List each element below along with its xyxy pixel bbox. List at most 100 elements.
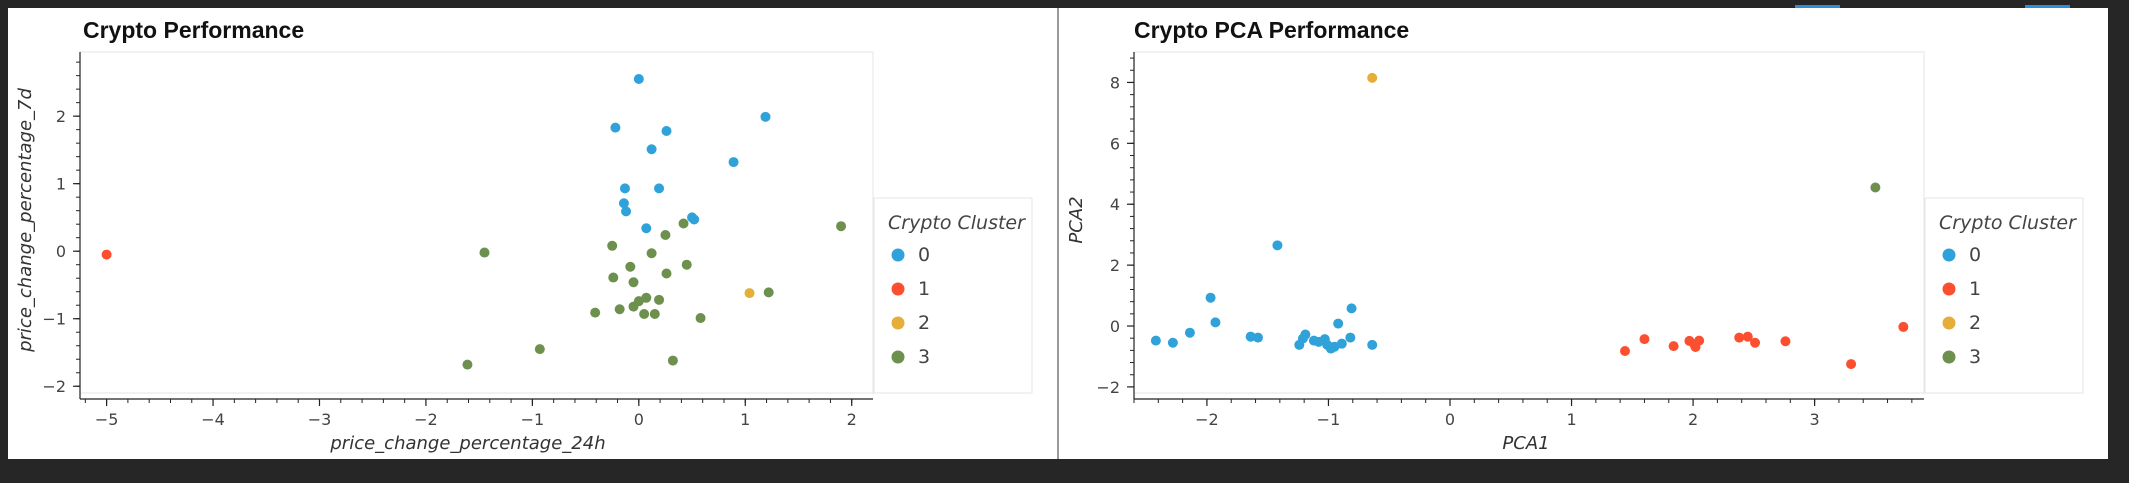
data-point-cluster-0 — [1345, 332, 1356, 343]
data-point-cluster-3 — [681, 259, 692, 270]
legend-label-cluster-2: 2 — [918, 312, 930, 334]
data-point-cluster-1 — [1668, 341, 1679, 352]
legend-marker-cluster-1 — [891, 282, 905, 296]
x-tick-label: −5 — [95, 410, 119, 429]
x-tick-label: −4 — [201, 410, 225, 429]
data-point-cluster-0 — [619, 183, 630, 194]
axes: −2 −1 0 1 2 3 −2 0 2 4 6 8 — [1096, 52, 1924, 429]
x-tick-label: 3 — [1810, 410, 1820, 429]
legend-label-cluster-0: 0 — [1969, 244, 1981, 266]
panel-divider — [1057, 8, 1059, 459]
crypto-performance-chart: Crypto Performance −5 −4 −3 −2 −1 0 1 2−2−1012 … — [15, 17, 1033, 454]
legend-marker-cluster-1 — [1942, 282, 1956, 296]
data-point-cluster-0 — [1205, 292, 1216, 303]
data-point-cluster-3 — [1870, 182, 1881, 193]
data-point-cluster-0 — [689, 214, 700, 225]
y-tick-label: 1 — [56, 175, 66, 194]
data-point-cluster-3 — [608, 272, 619, 283]
data-point-cluster-3 — [614, 304, 625, 315]
legend-marker-cluster-2 — [1942, 316, 1956, 330]
data-point-cluster-3 — [641, 292, 652, 303]
legend-title: Crypto Cluster — [1939, 212, 2077, 234]
data-point-cluster-0 — [1210, 317, 1221, 328]
data-point-cluster-0 — [641, 223, 652, 234]
plot-area — [79, 51, 874, 394]
data-point-cluster-1 — [1898, 321, 1909, 332]
legend-label-cluster-1: 1 — [918, 278, 930, 300]
x-tick-label: −1 — [1317, 410, 1341, 429]
legend-label-cluster-3: 3 — [918, 346, 930, 368]
data-point-cluster-3 — [661, 268, 672, 279]
data-point-cluster-0 — [621, 206, 632, 217]
data-point-cluster-0 — [1346, 303, 1357, 314]
data-point-cluster-1 — [1750, 337, 1761, 348]
data-point-cluster-3 — [836, 221, 847, 232]
y-tick-label: 2 — [56, 107, 66, 126]
y-axis-label: price_change_percentage_7d — [15, 88, 36, 353]
legend-label-cluster-1: 1 — [1969, 278, 1981, 300]
data-point-cluster-3 — [660, 229, 671, 240]
legend: Crypto Cluster 0 1 2 3 — [1924, 197, 2084, 394]
data-point-cluster-0 — [728, 157, 739, 168]
legend-label-cluster-3: 3 — [1969, 346, 1981, 368]
y-tick-label: 4 — [1110, 195, 1120, 214]
data-point-cluster-0 — [646, 144, 657, 155]
y-tick-label: −1 — [42, 310, 66, 329]
data-point-cluster-3 — [678, 218, 689, 229]
x-tick-label: −3 — [308, 410, 332, 429]
data-point-cluster-2 — [744, 288, 755, 299]
data-point-cluster-0 — [633, 74, 644, 85]
x-axis-label: PCA1 — [1502, 433, 1549, 454]
y-tick-label: −2 — [42, 377, 66, 396]
chart-title: Crypto PCA Performance — [1134, 17, 1409, 43]
legend-label-cluster-2: 2 — [1969, 312, 1981, 334]
data-point-cluster-2 — [1367, 72, 1378, 83]
legend-marker-cluster-0 — [1942, 248, 1956, 262]
x-tick-label: 1 — [1566, 410, 1576, 429]
scatter-points — [1150, 72, 1909, 370]
x-axis-label: price_change_percentage_24h — [329, 433, 605, 454]
plot-frame — [79, 51, 874, 394]
legend-marker-cluster-2 — [891, 316, 905, 330]
data-point-cluster-0 — [1336, 338, 1347, 349]
legend-marker-cluster-3 — [891, 350, 905, 364]
data-point-cluster-0 — [1150, 335, 1161, 346]
scatter-points — [101, 74, 847, 370]
data-point-cluster-3 — [628, 277, 639, 288]
y-tick-label: 0 — [1110, 317, 1120, 336]
data-point-cluster-0 — [1300, 329, 1311, 340]
data-point-cluster-1 — [101, 249, 112, 260]
legend-label-cluster-0: 0 — [918, 244, 930, 266]
data-point-cluster-0 — [654, 183, 665, 194]
data-point-cluster-1 — [1846, 359, 1857, 370]
legend: Crypto Cluster 0 1 2 3 — [873, 197, 1033, 394]
data-point-cluster-0 — [1167, 337, 1178, 348]
data-point-cluster-0 — [661, 126, 672, 137]
crypto-pca-performance-chart: Crypto PCA Performance −2 −1 0 1 2 3 −2 0 2 4 6 8 P… — [1066, 17, 2084, 454]
data-point-cluster-3 — [534, 344, 545, 355]
data-point-cluster-0 — [760, 111, 771, 122]
chart-title: Crypto Performance — [83, 17, 304, 43]
data-point-cluster-0 — [1252, 332, 1263, 343]
x-tick-label: 2 — [1688, 410, 1698, 429]
data-point-cluster-3 — [639, 308, 650, 319]
data-point-cluster-3 — [654, 294, 665, 305]
data-point-cluster-0 — [1367, 339, 1378, 350]
data-point-cluster-0 — [610, 122, 621, 133]
toolbar-accent-left — [1795, 5, 1840, 8]
data-point-cluster-0 — [1184, 327, 1195, 338]
data-point-cluster-3 — [607, 240, 618, 251]
data-point-cluster-3 — [695, 313, 706, 324]
data-point-cluster-0 — [1333, 318, 1344, 329]
toolbar-accent-right — [2025, 5, 2070, 8]
y-tick-label: 0 — [56, 242, 66, 261]
data-point-cluster-0 — [1272, 240, 1283, 251]
legend-title: Crypto Cluster — [888, 212, 1026, 234]
data-point-cluster-1 — [1639, 334, 1650, 345]
axes: −5 −4 −3 −2 −1 0 1 2 −2 −1 0 1 2 — [42, 52, 873, 429]
data-point-cluster-1 — [1694, 335, 1705, 346]
y-tick-label: 2 — [1110, 256, 1120, 275]
data-point-cluster-1 — [1734, 332, 1745, 343]
data-point-cluster-0 — [618, 198, 629, 209]
data-point-cluster-3 — [590, 307, 601, 318]
